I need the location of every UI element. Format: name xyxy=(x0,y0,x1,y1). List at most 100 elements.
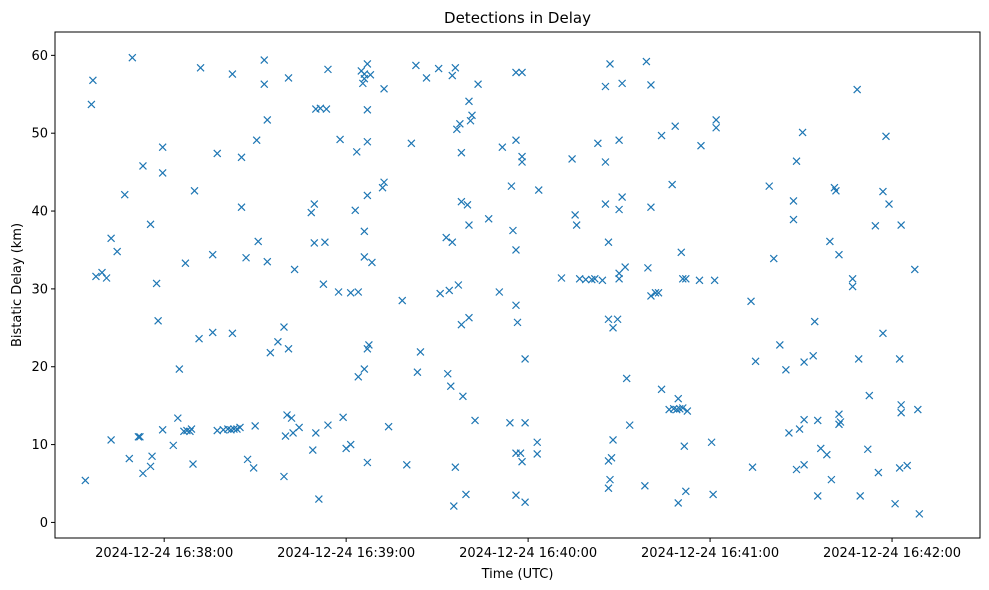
data-point xyxy=(458,392,467,401)
data-point xyxy=(346,288,355,297)
data-point xyxy=(518,68,526,77)
data-point xyxy=(598,276,607,285)
data-point xyxy=(822,450,831,459)
data-point xyxy=(451,463,460,472)
data-point xyxy=(243,455,252,464)
data-point xyxy=(319,280,328,289)
data-point xyxy=(507,182,516,191)
data-point xyxy=(642,57,651,66)
data-point xyxy=(621,263,630,272)
data-point xyxy=(643,263,652,272)
data-point xyxy=(618,79,627,88)
data-point xyxy=(128,53,137,62)
data-point xyxy=(208,250,217,259)
data-point xyxy=(647,291,655,300)
data-point xyxy=(352,147,361,156)
data-point xyxy=(498,143,507,152)
data-point xyxy=(678,274,687,283)
data-point xyxy=(169,441,178,450)
data-point xyxy=(280,323,288,331)
data-point xyxy=(903,461,912,470)
data-point xyxy=(809,351,818,360)
y-tick-label: 30 xyxy=(31,282,48,297)
data-point xyxy=(513,318,522,327)
data-point xyxy=(601,200,610,208)
data-point xyxy=(789,197,798,205)
data-point xyxy=(107,234,116,243)
data-point xyxy=(230,425,238,433)
data-point xyxy=(181,259,190,268)
data-point xyxy=(618,193,627,201)
data-point xyxy=(516,449,525,458)
data-point xyxy=(885,200,893,208)
data-point xyxy=(443,369,452,378)
data-point xyxy=(295,423,304,432)
data-point xyxy=(310,200,319,208)
data-point xyxy=(604,315,613,324)
data-point xyxy=(354,288,363,296)
data-point xyxy=(92,272,100,281)
data-point xyxy=(311,428,320,437)
data-point xyxy=(674,499,683,507)
data-point xyxy=(398,296,407,305)
data-point xyxy=(249,464,258,472)
data-point xyxy=(190,186,199,195)
data-point xyxy=(518,457,526,466)
data-point xyxy=(678,404,687,412)
data-point xyxy=(422,74,431,82)
data-point xyxy=(781,365,790,374)
data-point xyxy=(263,257,272,266)
data-point xyxy=(512,301,520,310)
data-point xyxy=(534,186,543,194)
data-point xyxy=(135,432,144,441)
data-point xyxy=(87,100,96,109)
data-point xyxy=(251,421,260,430)
data-point xyxy=(448,71,457,80)
data-point xyxy=(139,161,147,170)
data-point xyxy=(871,221,880,230)
data-point xyxy=(402,460,411,469)
data-point xyxy=(446,382,455,391)
data-point xyxy=(512,136,520,145)
data-point xyxy=(792,157,801,166)
data-point xyxy=(454,281,463,289)
data-point xyxy=(874,468,883,477)
data-points xyxy=(81,53,924,518)
data-point xyxy=(865,391,874,400)
data-point xyxy=(712,123,721,132)
data-point xyxy=(897,221,906,229)
data-point xyxy=(407,139,416,148)
data-point xyxy=(363,59,372,68)
data-point xyxy=(601,82,610,91)
data-point xyxy=(854,355,863,363)
y-axis-ticks: 0 10 20 30 40 50 60 xyxy=(31,49,55,531)
data-point xyxy=(792,465,801,474)
data-point xyxy=(314,495,323,504)
data-point xyxy=(607,453,616,462)
data-point xyxy=(835,410,843,419)
data-point xyxy=(322,105,331,113)
data-point xyxy=(521,418,530,427)
data-point xyxy=(521,498,530,507)
data-point xyxy=(173,414,182,423)
data-point xyxy=(836,418,845,426)
data-point xyxy=(236,423,244,432)
data-point xyxy=(827,475,836,484)
data-point xyxy=(681,274,690,283)
data-point xyxy=(363,458,372,467)
data-point xyxy=(465,97,473,106)
data-point xyxy=(468,111,476,120)
data-point xyxy=(98,268,106,277)
y-tick-label: 50 xyxy=(31,127,48,142)
data-point xyxy=(449,502,458,511)
data-point xyxy=(769,254,778,263)
data-point xyxy=(260,56,269,64)
data-point xyxy=(651,288,660,297)
data-point xyxy=(669,404,678,413)
data-point xyxy=(512,68,520,77)
data-point xyxy=(102,274,111,282)
data-point xyxy=(452,125,461,134)
data-point xyxy=(512,246,520,254)
data-point xyxy=(139,469,147,478)
data-point xyxy=(800,460,809,469)
